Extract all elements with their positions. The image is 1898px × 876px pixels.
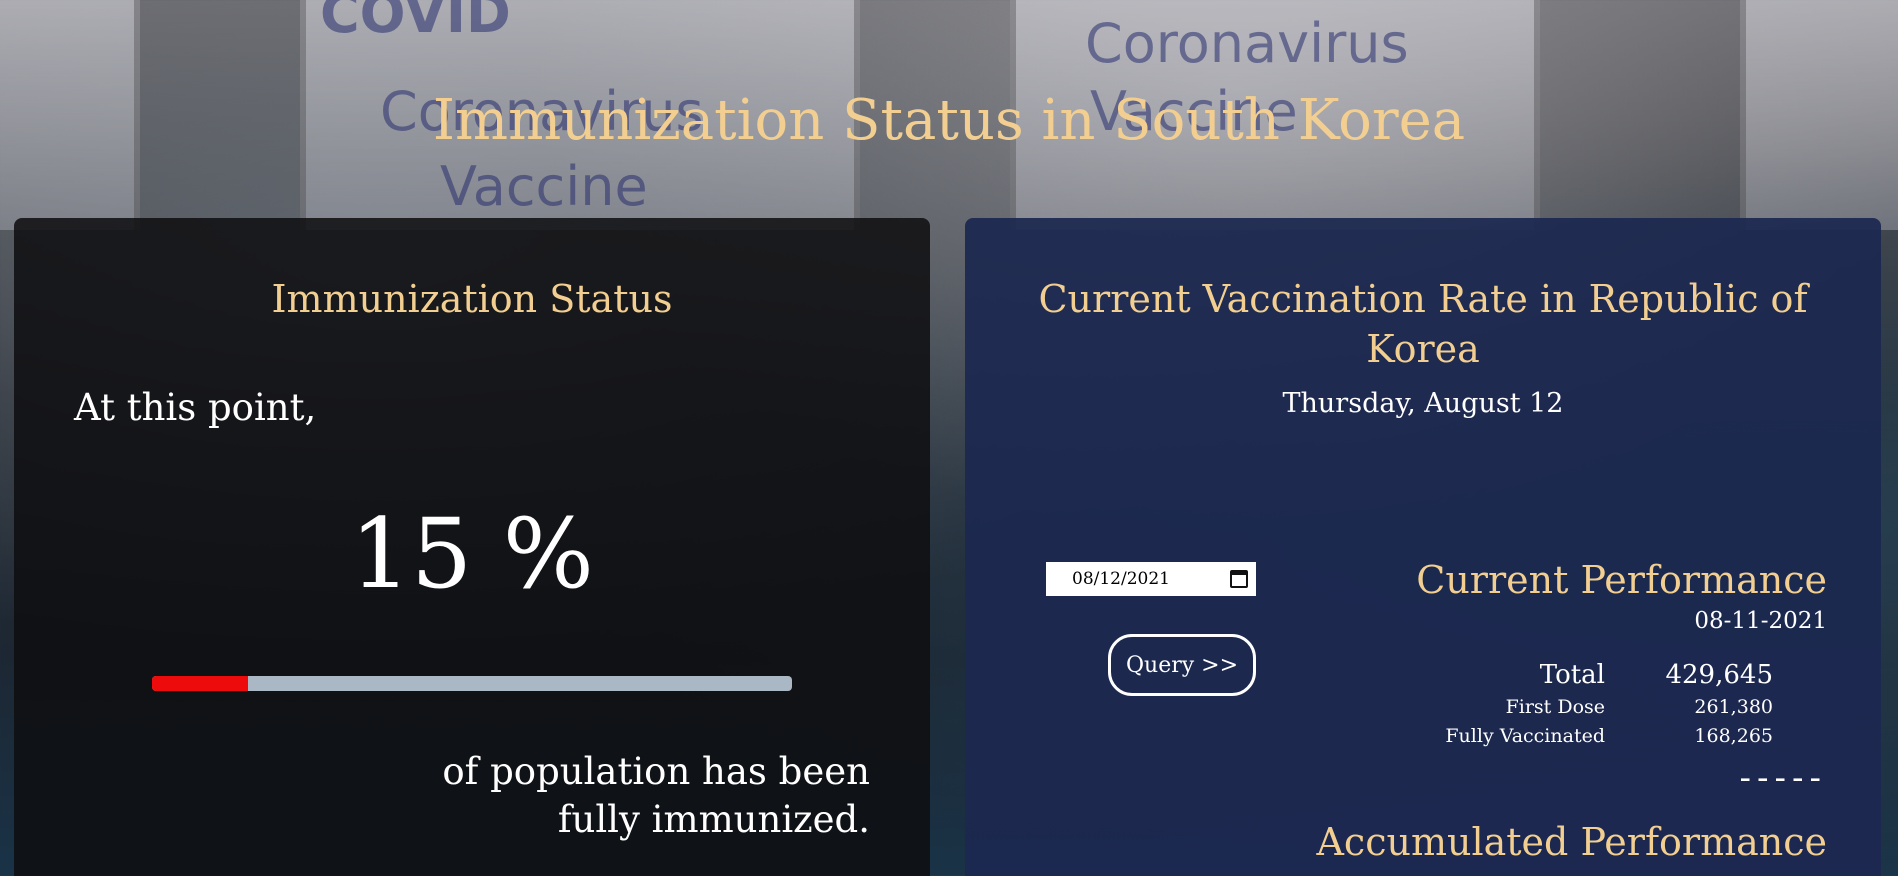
background-text: Vaccine bbox=[1090, 80, 1298, 143]
outro-line: of population has been bbox=[442, 750, 870, 793]
background-text: Coronavirus bbox=[1085, 12, 1409, 75]
panel-heading: Current Vaccination Rate in Republic of … bbox=[965, 274, 1881, 374]
stat-label: Total bbox=[1539, 660, 1605, 690]
current-performance-title: Current Performance bbox=[1416, 558, 1827, 602]
progress-fill bbox=[152, 676, 248, 691]
outro-line: fully immunized. bbox=[557, 798, 870, 841]
panel-heading: Immunization Status bbox=[271, 277, 673, 321]
calendar-icon[interactable] bbox=[1230, 570, 1248, 588]
separator: ----- bbox=[1739, 758, 1827, 798]
background-vial bbox=[0, 0, 140, 230]
intro-text: At this point, bbox=[74, 386, 317, 429]
stat-value: 261,380 bbox=[1694, 696, 1773, 718]
date-input-value: 08/12/2021 bbox=[1072, 569, 1170, 589]
background-vial bbox=[300, 0, 860, 230]
stat-label: First Dose bbox=[1505, 696, 1605, 718]
background-vial bbox=[1740, 0, 1898, 230]
accumulated-performance-title: Accumulated Performance bbox=[1316, 820, 1827, 864]
immunization-progress-bar bbox=[152, 676, 792, 691]
current-date: Thursday, August 12 bbox=[1282, 388, 1564, 419]
immunized-percentage: 15 % bbox=[350, 498, 594, 610]
stat-label: Fully Vaccinated bbox=[1445, 725, 1605, 747]
background-text: Coronavirus bbox=[380, 80, 704, 143]
outro-text: of population has been fully immunized. bbox=[350, 748, 870, 844]
panel-heading-line: Korea bbox=[1366, 327, 1480, 371]
background-text: COVID bbox=[320, 0, 511, 45]
background-text: Vaccine bbox=[440, 155, 648, 218]
stat-value: 429,645 bbox=[1665, 660, 1773, 690]
stat-value: 168,265 bbox=[1694, 725, 1773, 747]
panel-heading-line: Current Vaccination Rate in Republic of bbox=[1038, 277, 1808, 321]
current-performance-date: 08-11-2021 bbox=[1694, 608, 1827, 634]
immunization-status-panel: Immunization Status At this point, 15 % … bbox=[14, 218, 930, 876]
query-button[interactable]: Query >> bbox=[1108, 634, 1256, 696]
date-input[interactable]: 08/12/2021 bbox=[1046, 562, 1256, 596]
background-vial bbox=[1010, 0, 1540, 230]
page-title: Immunization Status in South Korea bbox=[432, 88, 1466, 153]
vaccination-rate-panel: Current Vaccination Rate in Republic of … bbox=[965, 218, 1881, 876]
